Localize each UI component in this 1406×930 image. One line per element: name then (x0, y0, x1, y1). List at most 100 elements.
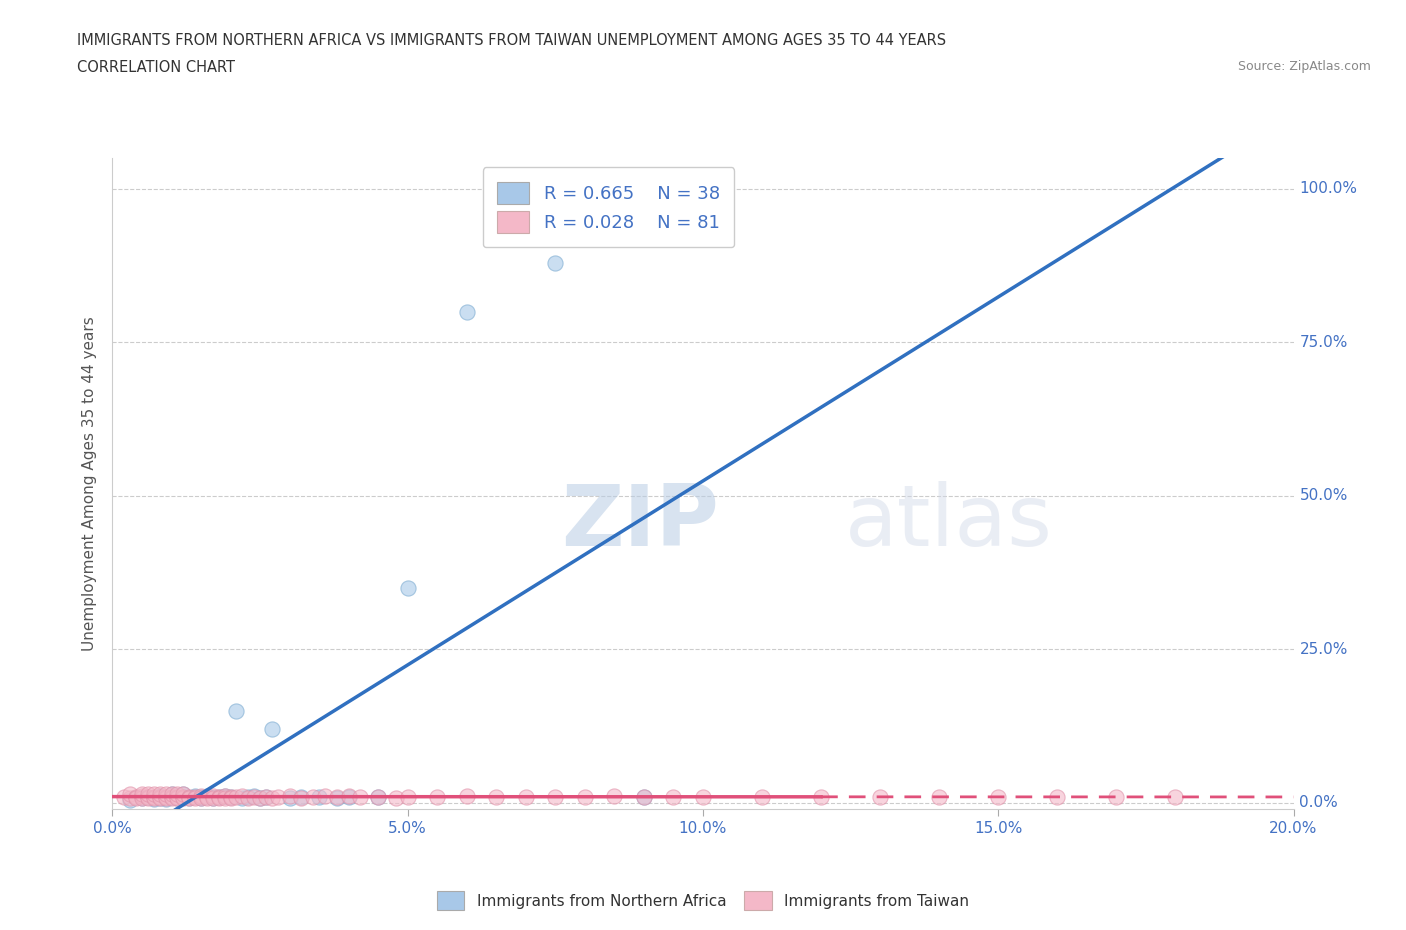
Point (166, 790, 188, 805)
Point (326, 790, 349, 805)
Point (155, 790, 177, 804)
Point (987, 790, 1010, 804)
Point (184, 790, 207, 805)
Point (184, 790, 207, 804)
Text: ZIP: ZIP (561, 481, 718, 565)
Point (120, 790, 142, 805)
Text: atlas: atlas (845, 481, 1053, 565)
Point (1105, 790, 1128, 804)
Point (166, 790, 188, 805)
Point (155, 790, 177, 805)
Point (149, 788, 172, 803)
Point (396, 790, 419, 804)
Text: 25.0%: 25.0% (1299, 642, 1348, 657)
Point (426, 790, 449, 804)
Point (290, 790, 312, 804)
Point (214, 788, 236, 803)
Point (928, 790, 950, 804)
Point (231, 790, 253, 805)
Point (869, 790, 891, 804)
Text: 50.0%: 50.0% (1299, 488, 1348, 503)
Y-axis label: Unemployment Among Ages 35 to 44 years: Unemployment Among Ages 35 to 44 years (82, 316, 97, 651)
Point (195, 790, 218, 804)
Point (214, 790, 236, 805)
Legend: R = 0.665    N = 38, R = 0.028    N = 81: R = 0.665 N = 38, R = 0.028 N = 81 (482, 167, 734, 247)
Point (231, 788, 253, 803)
Point (190, 790, 212, 804)
Point (456, 788, 478, 803)
Point (278, 788, 301, 803)
Point (603, 788, 626, 803)
Point (190, 788, 212, 803)
Point (810, 790, 832, 804)
Point (131, 790, 153, 805)
Point (208, 790, 231, 804)
Point (254, 790, 277, 804)
Point (544, 255, 567, 270)
Point (249, 790, 271, 805)
Point (131, 790, 153, 805)
Point (1164, 790, 1187, 804)
Point (249, 790, 271, 805)
Point (142, 790, 165, 805)
Point (326, 790, 349, 804)
Legend: Immigrants from Northern Africa, Immigrants from Taiwan: Immigrants from Northern Africa, Immigra… (429, 884, 977, 918)
Point (179, 790, 201, 805)
Point (125, 790, 148, 805)
Point (142, 791, 165, 806)
Point (267, 790, 290, 804)
Point (166, 786, 188, 801)
Point (136, 786, 159, 801)
Point (633, 790, 655, 804)
Point (160, 786, 183, 801)
Point (160, 790, 183, 804)
Point (136, 790, 159, 805)
Point (136, 790, 159, 804)
Point (1046, 790, 1069, 804)
Point (308, 790, 330, 804)
Point (195, 790, 218, 805)
Point (456, 304, 478, 319)
Point (337, 788, 360, 803)
Point (349, 790, 371, 804)
Point (172, 786, 194, 801)
Point (195, 788, 218, 803)
Point (367, 790, 389, 804)
Point (179, 790, 201, 804)
Point (125, 790, 148, 804)
Point (238, 790, 260, 805)
Point (751, 790, 773, 804)
Point (219, 790, 242, 804)
Point (172, 790, 194, 804)
Point (160, 790, 183, 805)
Point (208, 790, 231, 804)
Point (142, 790, 165, 804)
Text: CORRELATION CHART: CORRELATION CHART (77, 60, 235, 75)
Point (302, 790, 325, 804)
Point (166, 790, 188, 804)
Point (142, 786, 165, 801)
Point (172, 786, 194, 801)
Point (574, 790, 596, 804)
Point (243, 788, 266, 803)
Point (179, 790, 201, 805)
Point (201, 788, 224, 803)
Point (149, 786, 172, 801)
Text: IMMIGRANTS FROM NORTHERN AFRICA VS IMMIGRANTS FROM TAIWAN UNEMPLOYMENT AMONG AGE: IMMIGRANTS FROM NORTHERN AFRICA VS IMMIG… (77, 33, 946, 47)
Point (290, 790, 312, 805)
Point (172, 790, 194, 804)
Point (155, 786, 177, 801)
Point (385, 790, 408, 805)
Point (243, 790, 266, 804)
Point (184, 788, 207, 803)
Point (149, 790, 172, 804)
Point (131, 788, 153, 803)
Point (172, 790, 194, 805)
Text: 0.0%: 0.0% (1299, 795, 1339, 810)
Point (544, 790, 567, 804)
Point (260, 722, 283, 737)
Point (214, 788, 236, 803)
Point (662, 790, 685, 804)
Point (219, 790, 242, 804)
Text: 75.0%: 75.0% (1299, 335, 1348, 350)
